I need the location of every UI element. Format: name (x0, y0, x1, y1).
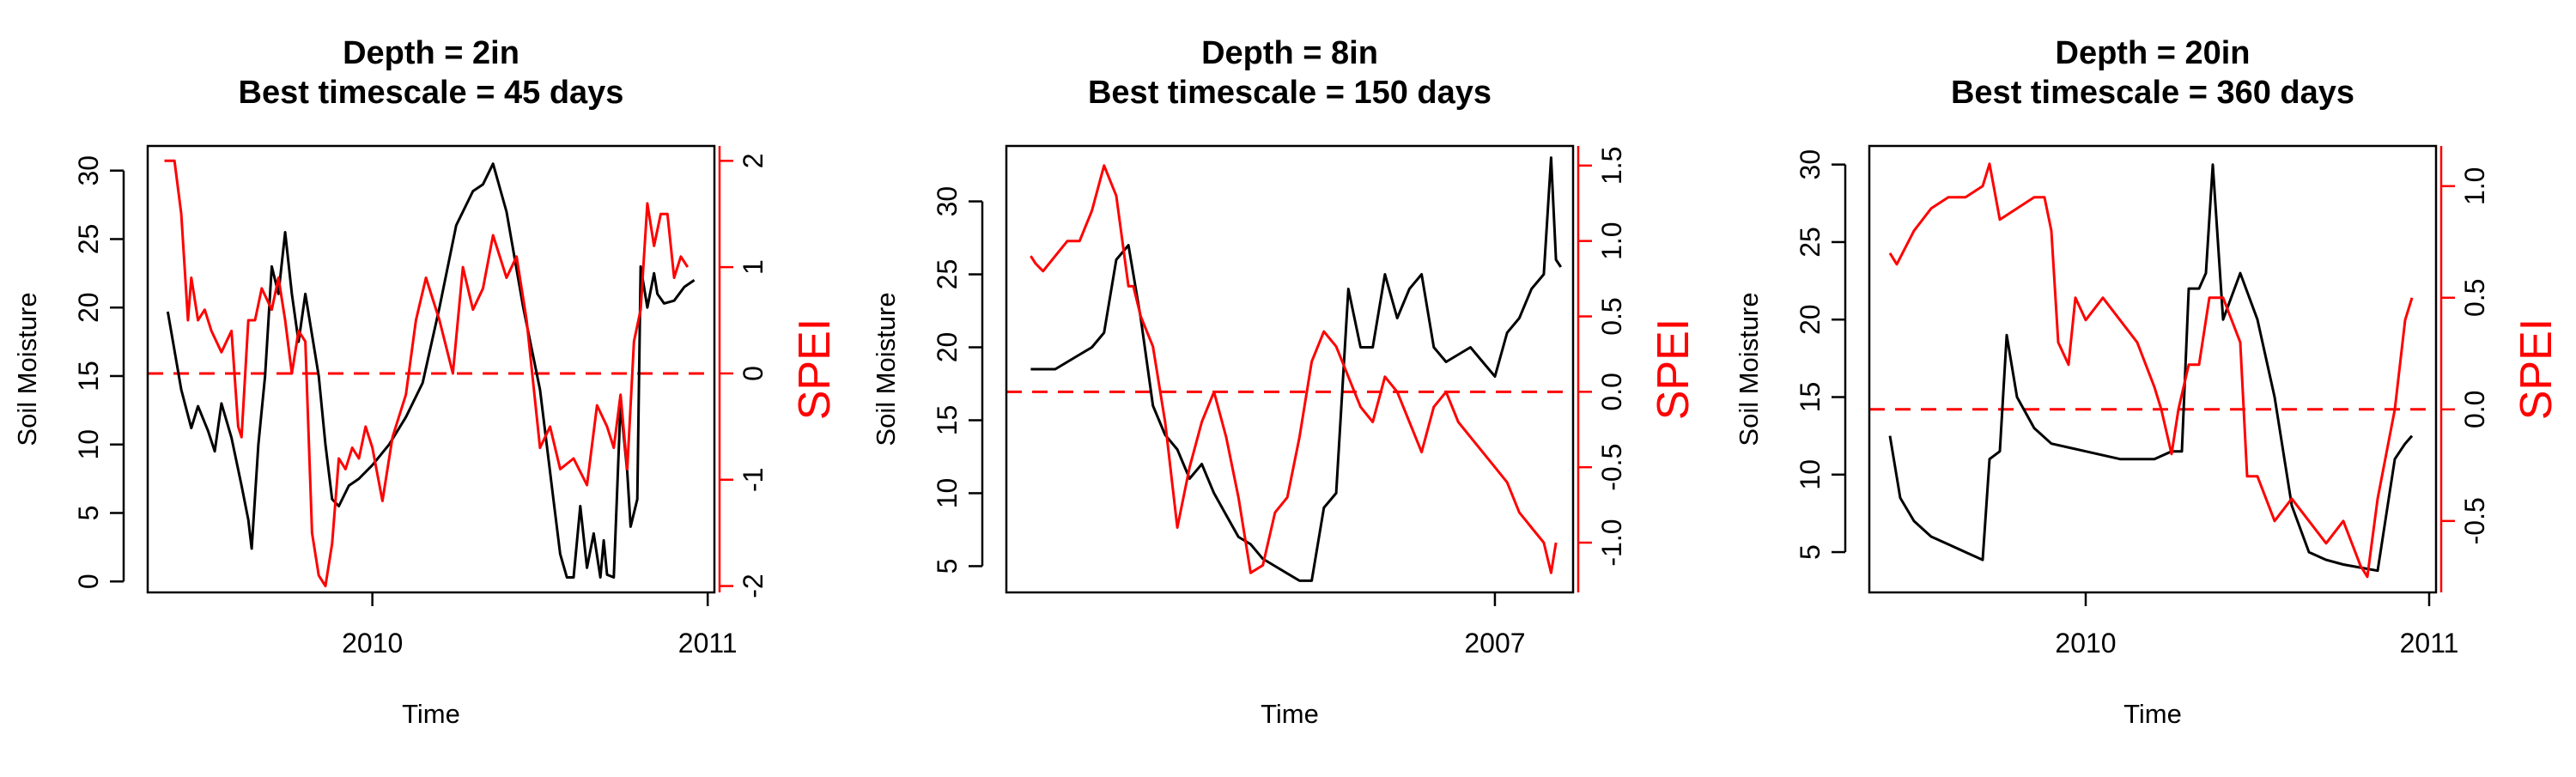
x-axis-label: Time (1261, 699, 1319, 729)
left-axis-tick-label: 20 (932, 332, 963, 363)
left-axis-label: Soil Moisture (871, 292, 901, 446)
left-axis-tick-label: 10 (932, 478, 963, 509)
x-axis-label: Time (2123, 699, 2182, 729)
left-axis-tick-label: 25 (73, 224, 104, 255)
left-axis-tick-label: 0 (73, 574, 104, 589)
chart-panel-2: Depth = 8in Best timescale = 150 days 5 10 1… (871, 35, 1698, 729)
right-axis-tick-label: 0.5 (1596, 297, 1627, 335)
right-axis-label: SPEI (790, 319, 840, 421)
chart-title-line-1: Depth = 2in (343, 35, 519, 71)
right-axis-tick-label: -1.0 (1596, 519, 1627, 566)
left-axis-tick-label: 25 (932, 259, 963, 290)
right-axis-tick-label: -1 (738, 468, 769, 492)
soil-moisture-series-line (1888, 163, 2414, 573)
left-axis-tick-label: 5 (73, 506, 104, 521)
left-axis-tick-label: 30 (1795, 149, 1826, 180)
spei-series-line (1888, 162, 2414, 579)
x-axis-label: Time (402, 699, 460, 729)
left-axis-tick-label: 15 (1795, 382, 1826, 413)
x-axis-tick-label: 2011 (2400, 628, 2459, 659)
left-axis-label: Soil Moisture (1734, 292, 1764, 446)
right-axis-tick-label: 1 (738, 259, 769, 275)
right-axis-tick-label: 0.0 (2459, 391, 2490, 428)
left-axis-tick-label: 30 (73, 155, 104, 186)
x-axis-tick-label: 2010 (2055, 628, 2116, 659)
plot-frame (146, 144, 716, 594)
right-axis-tick-label: 0 (738, 366, 769, 381)
right-axis-tick-label: -2 (738, 574, 769, 598)
left-axis-tick-label: 20 (1795, 304, 1826, 335)
right-axis-tick-label: 0.5 (2459, 279, 2490, 317)
chart-title-line-2: Best timescale = 45 days (239, 75, 624, 111)
right-axis-tick-label: 1.0 (2459, 167, 2490, 205)
left-axis-tick-label: 15 (932, 405, 963, 436)
right-axis-tick-label: -0.5 (2459, 497, 2490, 544)
x-axis-tick-label: 2010 (342, 628, 403, 659)
right-axis-label: SPEI (2512, 319, 2561, 421)
left-axis-tick-label: 25 (1795, 227, 1826, 258)
left-axis-tick-label: 15 (73, 361, 104, 392)
chart-title-line-1: Depth = 8in (1201, 35, 1378, 71)
x-axis-tick-label: 2011 (678, 628, 738, 659)
chart-title-line-2: Best timescale = 360 days (1951, 75, 2354, 111)
right-axis-tick-label: -0.5 (1596, 444, 1627, 491)
left-axis-tick-label: 30 (932, 186, 963, 217)
left-axis-label: Soil Moisture (12, 292, 42, 446)
right-axis-label: SPEI (1649, 319, 1698, 421)
soil-moisture-series-line (1030, 156, 1563, 582)
left-axis-tick-label: 10 (1795, 459, 1826, 490)
right-axis-tick-label: 0.0 (1596, 373, 1627, 410)
left-axis-tick-label: 20 (73, 292, 104, 323)
left-axis-tick-label: 5 (932, 559, 963, 574)
x-axis-tick-label: 2007 (1464, 628, 1525, 659)
left-axis-tick-label: 10 (73, 429, 104, 460)
plot-frame (1868, 144, 2438, 594)
chart-panel-3: Depth = 20in Best timescale = 360 days 5 10… (1734, 35, 2561, 729)
soil-moisture-series-line (166, 162, 696, 579)
right-axis-tick-label: 1.5 (1596, 147, 1627, 185)
right-axis-tick-label: 1.0 (1596, 222, 1627, 259)
spei-series-line (1030, 164, 1558, 574)
plot-frame (1005, 144, 1575, 594)
chart-title-line-1: Depth = 20in (2056, 35, 2251, 71)
left-axis-tick-label: 5 (1795, 544, 1826, 560)
chart-title-line-2: Best timescale = 150 days (1088, 75, 1492, 111)
right-axis-tick-label: 2 (738, 153, 769, 168)
spei-series-line (164, 159, 690, 588)
